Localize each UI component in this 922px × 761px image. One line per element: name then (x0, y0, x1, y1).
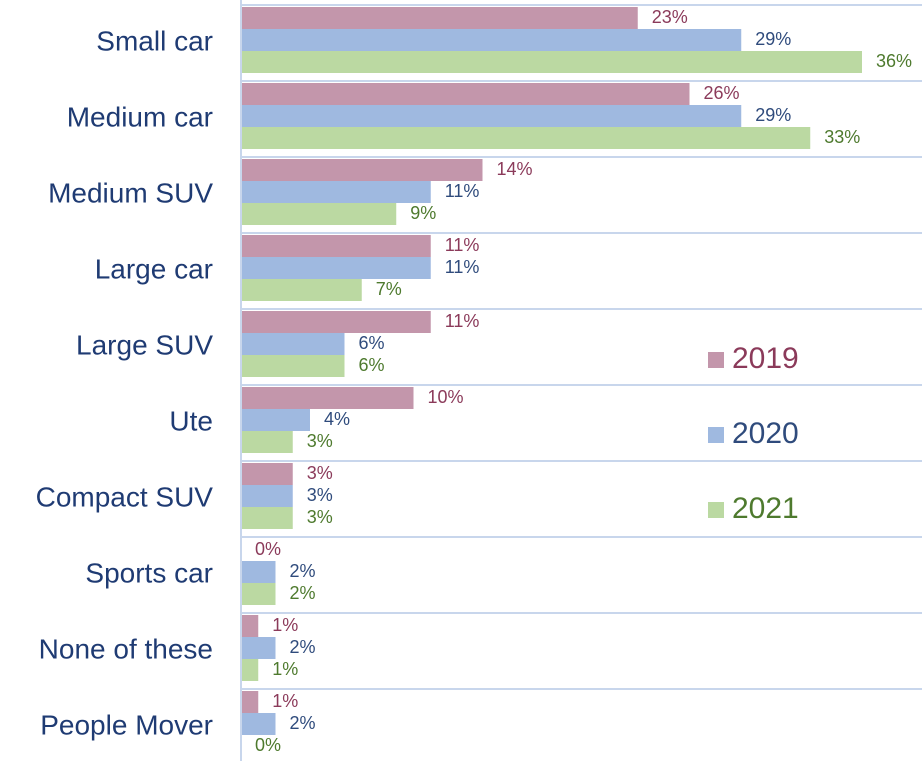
bar (241, 181, 431, 203)
bar (241, 659, 259, 681)
data-label: 1% (272, 615, 298, 635)
data-label: 29% (755, 29, 791, 49)
data-label: 2% (290, 583, 316, 603)
bar (241, 333, 345, 355)
bar (241, 355, 345, 377)
bar (241, 127, 811, 149)
legend-label: 2020 (732, 417, 799, 450)
bar (241, 561, 276, 583)
legend-swatch (708, 352, 724, 368)
bar (241, 507, 293, 529)
y-tick-label: Large SUV (76, 329, 213, 360)
bar (241, 105, 742, 127)
data-label: 3% (307, 463, 333, 483)
data-label: 9% (410, 203, 436, 223)
data-label: 36% (876, 51, 912, 71)
data-label: 2% (290, 637, 316, 657)
bar (241, 235, 431, 257)
data-label: 2% (290, 713, 316, 733)
bar (241, 7, 638, 29)
data-label: 26% (704, 83, 740, 103)
bar (241, 159, 483, 181)
data-label: 3% (307, 485, 333, 505)
bar (241, 203, 397, 225)
bar (241, 637, 276, 659)
bar (241, 485, 293, 507)
legend-swatch (708, 427, 724, 443)
bar (241, 279, 362, 301)
y-tick-label: Large car (95, 253, 213, 284)
y-tick-label: Small car (96, 25, 213, 56)
bar (241, 387, 414, 409)
y-tick-label: Medium SUV (48, 177, 213, 208)
data-label: 33% (824, 127, 860, 147)
y-tick-label: Ute (169, 405, 213, 436)
bar (241, 311, 431, 333)
data-label: 11% (445, 257, 480, 277)
bar (241, 257, 431, 279)
bar (241, 409, 310, 431)
legend-label: 2021 (732, 492, 799, 525)
legend-label: 2019 (732, 342, 799, 375)
data-label: 11% (445, 181, 480, 201)
y-tick-label: People Mover (40, 709, 213, 740)
data-label: 11% (445, 311, 480, 331)
data-label: 23% (652, 7, 688, 27)
data-label: 11% (445, 235, 480, 255)
data-label: 3% (307, 431, 333, 451)
data-label: 6% (359, 355, 385, 375)
bar (241, 83, 690, 105)
bar (241, 463, 293, 485)
data-label: 2% (290, 561, 316, 581)
y-tick-label: Compact SUV (36, 481, 214, 512)
bar (241, 51, 862, 73)
bar (241, 713, 276, 735)
bar (241, 691, 259, 713)
data-label: 3% (307, 507, 333, 527)
data-label: 7% (376, 279, 402, 299)
data-label: 6% (359, 333, 385, 353)
data-label: 14% (497, 159, 533, 179)
y-tick-label: Sports car (85, 557, 213, 588)
bar (241, 29, 742, 51)
data-label: 0% (255, 539, 281, 559)
y-tick-label: Medium car (67, 101, 213, 132)
data-label: 0% (255, 735, 281, 755)
data-label: 4% (324, 409, 350, 429)
data-label: 29% (755, 105, 791, 125)
data-label: 10% (428, 387, 464, 407)
data-label: 1% (272, 691, 298, 711)
legend-swatch (708, 502, 724, 518)
bar (241, 615, 259, 637)
data-label: 1% (272, 659, 298, 679)
y-tick-label: None of these (39, 633, 213, 664)
bar (241, 431, 293, 453)
bar (241, 583, 276, 605)
